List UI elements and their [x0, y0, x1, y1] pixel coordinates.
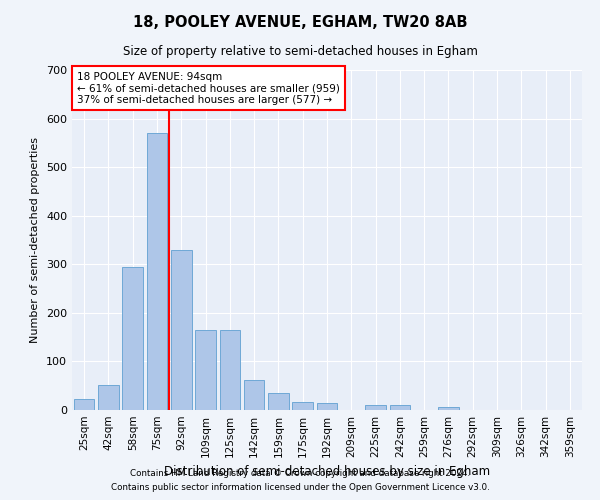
Bar: [98, 384, 119, 410]
Bar: [317, 403, 337, 410]
Bar: [244, 380, 265, 410]
Bar: [438, 406, 459, 410]
Bar: [220, 330, 240, 410]
Bar: [268, 393, 289, 410]
Bar: [122, 266, 143, 410]
Bar: [365, 405, 386, 410]
Y-axis label: Number of semi-detached properties: Number of semi-detached properties: [31, 137, 40, 343]
Text: Contains HM Land Registry data © Crown copyright and database right 2024.: Contains HM Land Registry data © Crown c…: [130, 468, 470, 477]
Bar: [292, 402, 313, 410]
Bar: [146, 133, 167, 410]
Bar: [389, 405, 410, 410]
Text: 18 POOLEY AVENUE: 94sqm
← 61% of semi-detached houses are smaller (959)
37% of s: 18 POOLEY AVENUE: 94sqm ← 61% of semi-de…: [77, 72, 340, 105]
Text: 18, POOLEY AVENUE, EGHAM, TW20 8AB: 18, POOLEY AVENUE, EGHAM, TW20 8AB: [133, 15, 467, 30]
Text: Contains public sector information licensed under the Open Government Licence v3: Contains public sector information licen…: [110, 484, 490, 492]
Text: Size of property relative to semi-detached houses in Egham: Size of property relative to semi-detach…: [122, 45, 478, 58]
Bar: [171, 250, 191, 410]
Bar: [195, 330, 216, 410]
Bar: [74, 400, 94, 410]
X-axis label: Distribution of semi-detached houses by size in Egham: Distribution of semi-detached houses by …: [164, 466, 490, 478]
